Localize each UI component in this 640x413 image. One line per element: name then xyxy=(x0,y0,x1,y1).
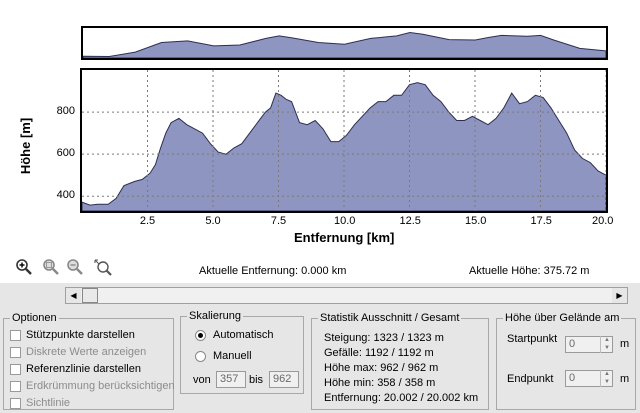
radio-label: Automatisch xyxy=(213,329,274,341)
checkbox-label: Stützpunkte darstellen xyxy=(26,329,135,341)
current-distance: Aktuelle Entfernung: 0.000 km xyxy=(199,265,347,277)
checkbox-box[interactable] xyxy=(10,346,21,358)
options-title: Optionen xyxy=(10,312,59,324)
checkbox-sichtlinie[interactable]: Sichtlinie xyxy=(10,397,70,409)
checkbox-box[interactable] xyxy=(10,363,21,375)
stat-height-min: Höhe min: 358 / 358 m xyxy=(324,377,436,389)
checkbox-label: Referenzlinie darstellen xyxy=(26,363,141,375)
from-label: von xyxy=(193,374,211,386)
spin-up-icon[interactable]: ▲ xyxy=(604,371,610,377)
radio-dot[interactable] xyxy=(195,350,206,362)
end-spinner[interactable]: ▲ ▼ xyxy=(600,370,613,387)
x-tick-label: 12.5 xyxy=(399,215,421,227)
scroll-thumb[interactable] xyxy=(82,288,98,303)
spin-down-icon[interactable]: ▼ xyxy=(604,379,610,385)
y-axis-label: Höhe [m] xyxy=(18,118,33,174)
current-height: Aktuelle Höhe: 375.72 m xyxy=(469,265,590,277)
x-tick-label: 15.0 xyxy=(465,215,487,227)
y-tick-label: 800 xyxy=(56,105,75,118)
scroll-right-icon[interactable]: ▶ xyxy=(612,288,627,303)
start-spinner[interactable]: ▲ ▼ xyxy=(600,336,613,353)
checkbox-label: Erdkrümmung berücksichtigen xyxy=(26,380,175,392)
y-tick-label: 600 xyxy=(56,147,75,160)
x-axis-label: Entfernung [km] xyxy=(294,230,395,245)
end-input[interactable]: 0 xyxy=(565,370,613,387)
overview-chart[interactable] xyxy=(81,26,608,60)
spin-down-icon[interactable]: ▼ xyxy=(604,345,610,351)
x-tick-label: 10.0 xyxy=(334,215,356,227)
to-label: bis xyxy=(249,374,264,386)
start-input[interactable]: 0 xyxy=(565,336,613,353)
elevation-chart[interactable] xyxy=(80,68,608,213)
y-tick-label: 400 xyxy=(56,189,75,202)
x-tick-label: 5.0 xyxy=(205,215,221,227)
start-label: Startpunkt xyxy=(507,333,558,345)
radio-automatic[interactable]: Automatisch xyxy=(195,329,274,341)
to-input[interactable]: 962 xyxy=(269,371,299,388)
stat-descent: Gefälle: 1192 / 1192 m xyxy=(324,347,434,359)
spin-up-icon[interactable]: ▲ xyxy=(604,337,610,343)
checkbox-erdkruemmung[interactable]: Erdkrümmung berücksichtigen xyxy=(10,380,175,392)
from-input[interactable]: 357 xyxy=(216,371,246,388)
checkbox-label: Sichtlinie xyxy=(26,397,71,409)
x-tick-label: 7.5 xyxy=(270,215,287,227)
terrain-title: Höhe über Gelände am xyxy=(503,312,622,324)
zoom-region-icon[interactable] xyxy=(42,258,60,276)
x-tick-label: 20.0 xyxy=(592,215,614,227)
end-label: Endpunkt xyxy=(507,373,554,385)
zoom-out-icon[interactable] xyxy=(66,258,84,276)
checkbox-box[interactable] xyxy=(10,380,21,392)
elevation-area xyxy=(83,31,606,58)
overview-svg xyxy=(83,31,606,58)
elevation-svg xyxy=(82,70,606,211)
zoom-reset-icon[interactable] xyxy=(94,258,112,276)
stat-distance: Entfernung: 20.002 / 20.002 km xyxy=(324,392,479,404)
terrain-height-group: Höhe über Gelände am Startpunkt 0 ▲ ▼ m E… xyxy=(496,312,636,410)
checkbox-label: Diskrete Werte anzeigen xyxy=(26,346,147,358)
x-tick-label: 17.5 xyxy=(530,215,552,227)
checkbox-referenzlinie[interactable]: Referenzlinie darstellen xyxy=(10,363,141,375)
statistics-title: Statistik Ausschnitt / Gesamt xyxy=(318,312,462,324)
end-unit: m xyxy=(620,373,630,385)
scaling-title: Skalierung xyxy=(187,310,243,322)
radio-manual[interactable]: Manuell xyxy=(195,350,252,362)
horizontal-scrollbar[interactable]: ◀ ▶ xyxy=(65,287,628,304)
checkbox-box[interactable] xyxy=(10,397,21,409)
options-group: Optionen Stützpunkte darstellen Diskrete… xyxy=(3,312,175,410)
stat-ascent: Steigung: 1323 / 1323 m xyxy=(324,332,444,344)
stat-height-max: Höhe max: 962 / 962 m xyxy=(324,362,439,374)
checkbox-box[interactable] xyxy=(10,329,21,341)
scroll-left-icon[interactable]: ◀ xyxy=(66,288,81,303)
x-tick-label: 2.5 xyxy=(139,215,156,227)
radio-dot[interactable] xyxy=(195,329,206,341)
checkbox-diskrete-werte[interactable]: Diskrete Werte anzeigen xyxy=(10,346,146,358)
zoom-in-icon[interactable] xyxy=(15,258,33,276)
checkbox-stuetzpunkte[interactable]: Stützpunkte darstellen xyxy=(10,329,135,341)
statistics-group: Statistik Ausschnitt / Gesamt Steigung: … xyxy=(311,312,489,410)
start-unit: m xyxy=(620,338,630,350)
radio-label: Manuell xyxy=(213,350,252,362)
scaling-group: Skalierung Automatisch Manuell von 357 b… xyxy=(180,310,304,394)
y-axis-label-box: Höhe [m] xyxy=(10,96,40,196)
